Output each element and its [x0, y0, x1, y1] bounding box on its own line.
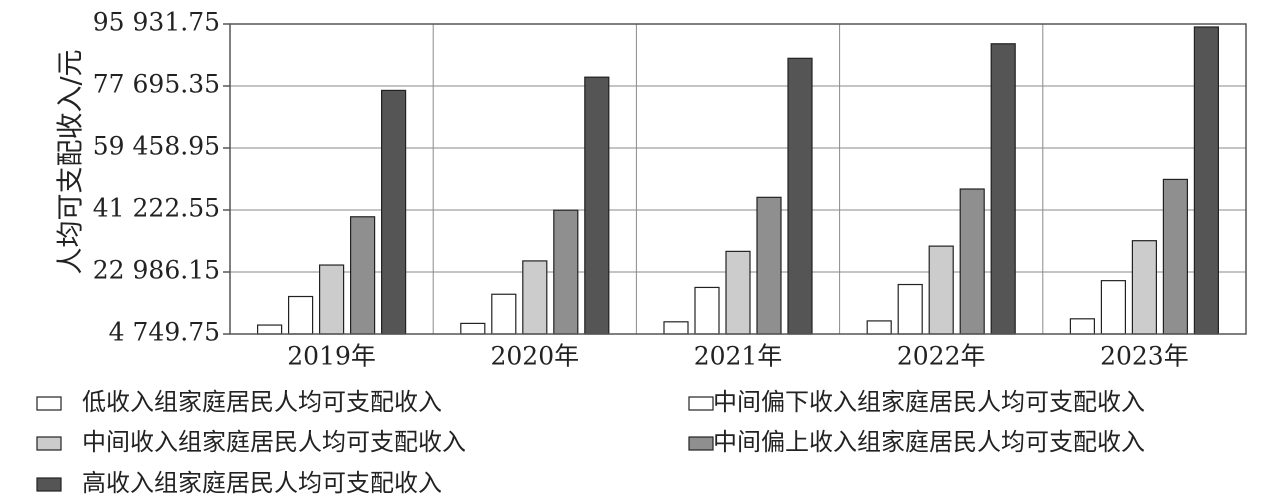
bar [1131, 240, 1158, 335]
x-tick-label: 2023年 [1100, 342, 1189, 371]
legend: 低收入组家庭居民人均可支配收入 中间偏下收入组家庭居民人均可支配收入中间收入组家庭… [36, 388, 1145, 497]
legend-swatch [688, 396, 714, 411]
bar [897, 283, 923, 335]
bar [725, 250, 751, 335]
bar [288, 295, 314, 335]
y-tick-label: 59 458.95 [93, 132, 220, 161]
bar [460, 322, 486, 335]
y-axis-title: 人均可支配收入/元 [56, 49, 87, 274]
bar [319, 264, 345, 335]
x-tick-label: 2021年 [694, 342, 783, 371]
bar [491, 293, 517, 335]
legend-label: 中间偏上收入组家庭居民人均可支配收入 [713, 428, 1145, 456]
bar [553, 209, 579, 335]
bar [866, 320, 892, 335]
y-tick-label: 22 986.15 [93, 256, 220, 285]
y-tick-label: 77 695.35 [93, 70, 220, 99]
bar [694, 286, 720, 335]
bars [257, 26, 1220, 335]
x-tick-label: 2022年 [897, 342, 986, 371]
y-tick-label: 95 931.75 [93, 8, 220, 37]
bar [928, 245, 954, 335]
bar [584, 76, 610, 335]
bar [350, 216, 376, 335]
legend-label: 中间偏下收入组家庭居民人均可支配收入 [713, 388, 1145, 416]
legend-label: 中间收入组家庭居民人均可支配收入 [82, 428, 466, 456]
legend-swatch [36, 396, 62, 411]
bar [990, 43, 1016, 335]
x-tick-label: 2020年 [490, 342, 579, 371]
legend-swatch [36, 477, 62, 492]
bar [756, 196, 782, 335]
bar [1193, 26, 1220, 335]
plot-frame [229, 23, 1247, 335]
bar [381, 89, 407, 335]
bar [257, 324, 283, 335]
legend-label: 低收入组家庭居民人均可支配收入 [82, 388, 442, 416]
bar [522, 260, 548, 335]
bar [1069, 318, 1096, 335]
legend-label: 高收入组家庭居民人均可支配收入 [82, 469, 442, 497]
bar [959, 188, 985, 335]
y-axis: 4 749.75 22 986.15 41 222.55 59 458.95 77 69… [93, 8, 230, 347]
x-tick-label: 2019年 [287, 342, 376, 371]
bar [1100, 280, 1127, 335]
y-tick-label: 41 222.55 [93, 194, 220, 223]
y-tick-label: 4 749.75 [109, 318, 220, 347]
bar [663, 321, 689, 335]
legend-swatch [688, 436, 714, 451]
bar [787, 57, 813, 335]
legend-swatch [36, 436, 62, 451]
bar [1162, 178, 1189, 335]
x-axis: 2019年 2020年 2021年 2022年 2023年 [287, 342, 1188, 371]
